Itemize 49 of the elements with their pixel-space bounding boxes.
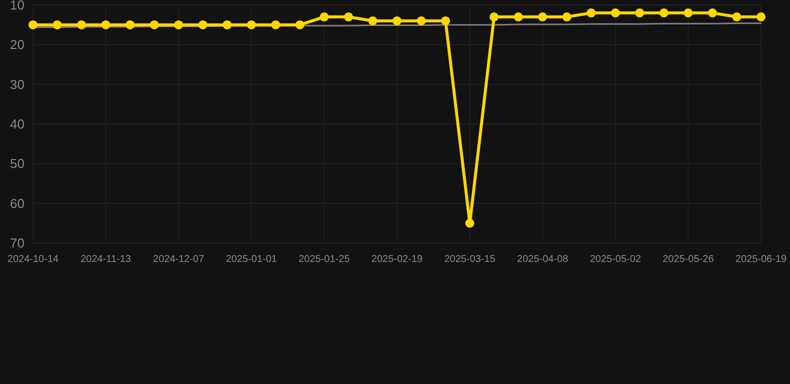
point (441, 16, 450, 26)
point (174, 20, 184, 30)
x-tick-label: 2025-05-26 (662, 254, 714, 265)
point (562, 12, 572, 22)
point (126, 20, 135, 30)
x-tick-label: 2025-01-01 (226, 254, 278, 265)
x-tick-label: 2025-02-19 (371, 254, 424, 265)
point (246, 20, 256, 30)
point (392, 16, 402, 26)
point (295, 20, 304, 30)
point (732, 12, 742, 22)
point (344, 12, 353, 22)
point (150, 20, 159, 30)
x-tick-label: 2025-01-25 (298, 254, 350, 265)
y-tick-label: 50 (10, 156, 24, 172)
point (756, 12, 766, 22)
x-tick-label: 2024-11-13 (80, 254, 132, 265)
point (101, 20, 110, 30)
y-tick-label: 60 (10, 196, 24, 211)
x-tick-label: 2025-06-19 (735, 254, 788, 265)
y-tick-label: 20 (10, 37, 24, 52)
point (610, 8, 620, 18)
point (708, 8, 717, 18)
point (490, 12, 499, 22)
point (684, 8, 693, 18)
x-tick-label: 2025-03-15 (444, 254, 496, 265)
point (416, 16, 426, 26)
y-tick-label: 30 (10, 76, 24, 92)
point (52, 20, 62, 30)
y-tick-label: 10 (10, 0, 24, 13)
point (635, 8, 644, 18)
x-tick-label: 2024-10-14 (7, 254, 60, 265)
point (538, 12, 548, 22)
y-tick-label: 40 (10, 116, 24, 132)
x-tick-label: 2025-05-02 (590, 254, 642, 265)
point (514, 12, 523, 22)
point (222, 20, 232, 30)
point (320, 12, 329, 22)
x-tick-label: 2025-04-08 (517, 254, 569, 265)
point (77, 20, 86, 30)
point (368, 16, 378, 26)
point (271, 20, 280, 30)
point (586, 8, 596, 18)
point (659, 8, 668, 18)
x-tick-label: 2024-12-07 (153, 254, 205, 265)
point (198, 20, 208, 30)
point (28, 20, 38, 30)
y-tick-label: 70 (10, 236, 24, 251)
point (465, 218, 474, 228)
